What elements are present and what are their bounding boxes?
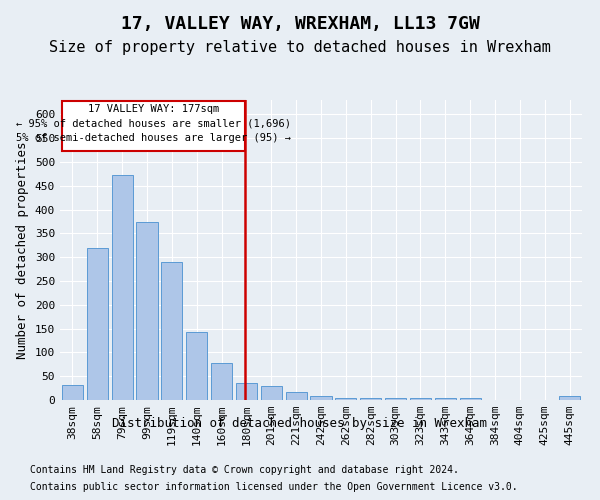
Bar xyxy=(261,386,282,400)
Bar xyxy=(410,398,431,400)
Bar xyxy=(161,262,182,400)
Bar xyxy=(87,248,108,400)
Bar xyxy=(385,398,406,400)
Bar xyxy=(460,398,481,400)
Bar xyxy=(559,396,580,400)
FancyBboxPatch shape xyxy=(62,101,245,152)
Y-axis label: Number of detached properties: Number of detached properties xyxy=(16,141,29,359)
Text: Size of property relative to detached houses in Wrexham: Size of property relative to detached ho… xyxy=(49,40,551,55)
Bar xyxy=(286,392,307,400)
Text: 17, VALLEY WAY, WREXHAM, LL13 7GW: 17, VALLEY WAY, WREXHAM, LL13 7GW xyxy=(121,15,479,33)
Text: 17 VALLEY WAY: 177sqm
← 95% of detached houses are smaller (1,696)
5% of semi-de: 17 VALLEY WAY: 177sqm ← 95% of detached … xyxy=(16,104,290,144)
Bar xyxy=(310,396,332,400)
Bar xyxy=(136,222,158,400)
Bar xyxy=(236,384,257,400)
Bar xyxy=(112,175,133,400)
Bar xyxy=(186,332,207,400)
Text: Distribution of detached houses by size in Wrexham: Distribution of detached houses by size … xyxy=(113,418,487,430)
Bar xyxy=(360,398,381,400)
Bar xyxy=(435,398,456,400)
Bar xyxy=(62,385,83,400)
Bar xyxy=(211,364,232,400)
Bar xyxy=(335,398,356,400)
Text: Contains HM Land Registry data © Crown copyright and database right 2024.: Contains HM Land Registry data © Crown c… xyxy=(30,465,459,475)
Text: Contains public sector information licensed under the Open Government Licence v3: Contains public sector information licen… xyxy=(30,482,518,492)
